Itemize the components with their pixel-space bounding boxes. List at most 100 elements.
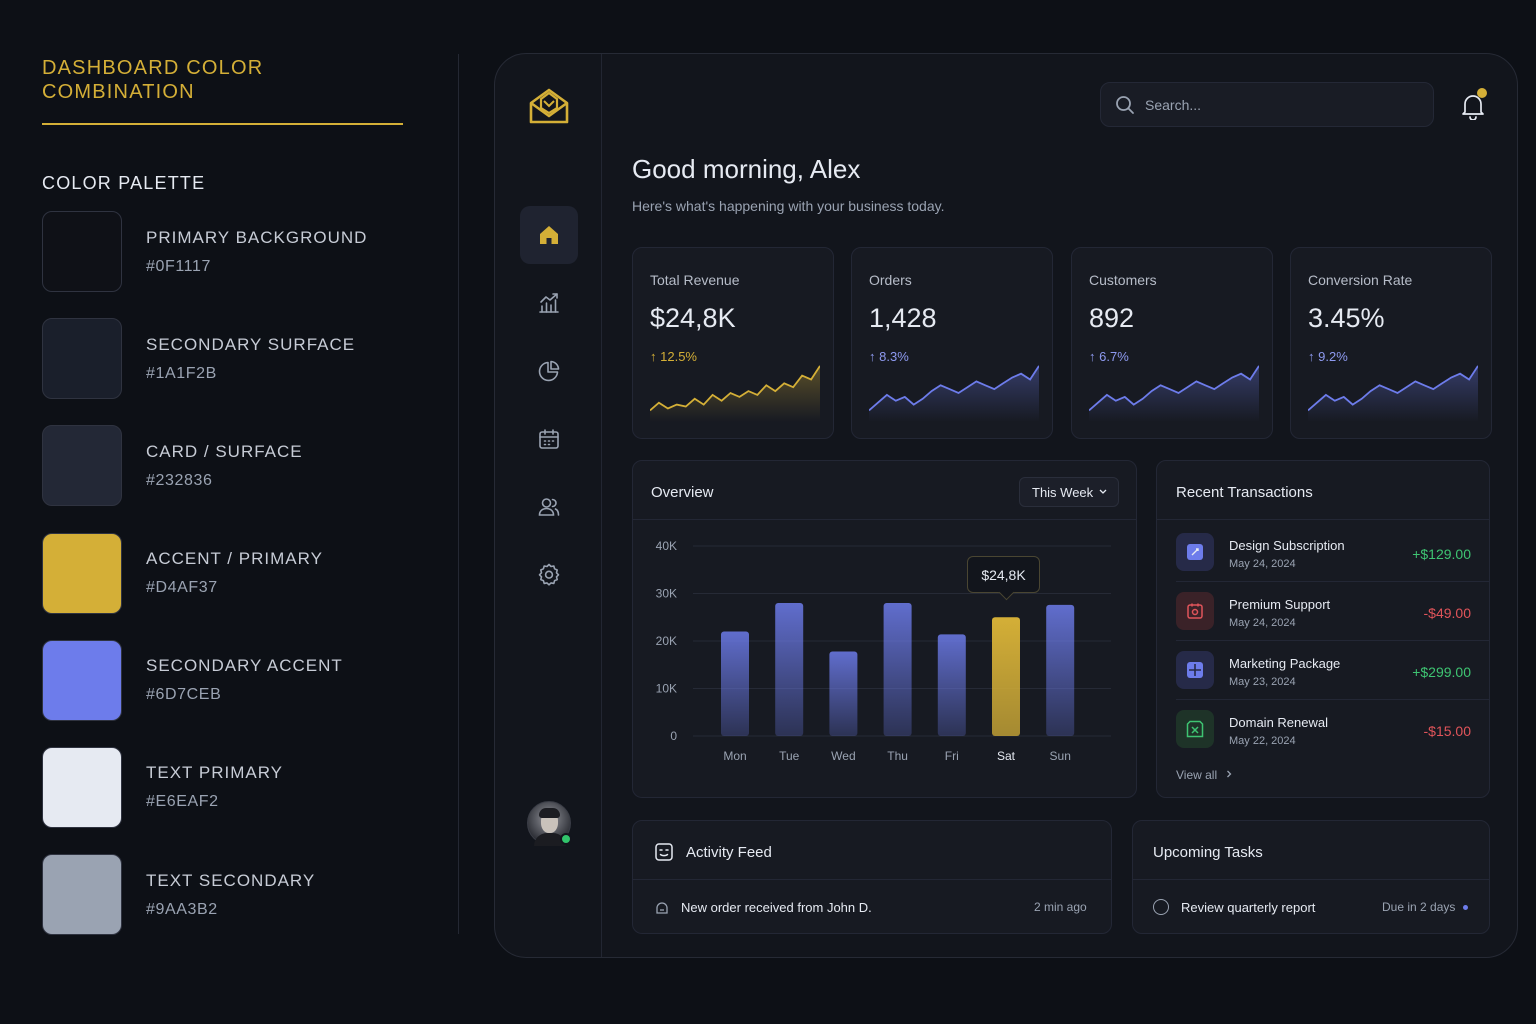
transaction-name: Premium Support <box>1229 597 1331 612</box>
row-divider <box>1176 581 1489 582</box>
transaction-date: May 24, 2024 <box>1229 558 1296 570</box>
page-title: Good morning, Alex <box>632 154 861 184</box>
x-tick-label: Mon <box>723 749 746 763</box>
panel-divider <box>458 54 459 934</box>
bar-tue[interactable] <box>775 603 804 736</box>
nav-home[interactable] <box>520 206 578 264</box>
stat-change: ↑ 6.7% <box>1089 349 1129 364</box>
color-swatch <box>42 318 122 400</box>
x-tick-label: Fri <box>945 749 959 763</box>
range-dropdown[interactable]: This Week <box>1019 477 1119 507</box>
swatch-hex: #9AA3B2 <box>146 900 218 918</box>
color-swatch <box>42 532 122 614</box>
page-subtitle: Here's what's happening with your busine… <box>632 198 945 214</box>
stat-change: ↑ 8.3% <box>869 349 909 364</box>
stat-card-customers[interactable]: Customers 892 ↑ 6.7% <box>1071 247 1273 439</box>
view-all-link[interactable]: View all <box>1176 768 1234 782</box>
bar-thu[interactable] <box>883 603 912 736</box>
swatch-row: TEXT SECONDARY #9AA3B2 <box>42 854 422 936</box>
color-swatch <box>42 639 122 721</box>
home-icon <box>540 226 558 244</box>
task-due: Due in 2 days <box>1382 900 1456 914</box>
swatch-hex: #1A1F2B <box>146 364 217 382</box>
swatch-name: ACCENT / PRIMARY <box>146 549 323 569</box>
avatar[interactable] <box>527 801 572 846</box>
transaction-row[interactable]: Design Subscription May 24, 2024 +$129.0… <box>1176 521 1471 579</box>
palette-title-underline <box>42 123 403 125</box>
dashboard-frame: Good morning, Alex Here's what's happeni… <box>494 53 1518 958</box>
activity-feed-card: Activity Feed New order received from Jo… <box>632 820 1112 934</box>
settings-icon <box>538 563 560 586</box>
transaction-date: May 22, 2024 <box>1229 735 1296 747</box>
transactions-title: Recent Transactions <box>1176 484 1313 501</box>
nav-users[interactable] <box>520 478 578 536</box>
stat-card-revenue[interactable]: Total Revenue $24,8K ↑ 12.5% <box>632 247 834 439</box>
search-input[interactable] <box>1145 96 1415 113</box>
stat-label: Customers <box>1089 272 1157 288</box>
y-tick-label: 0 <box>670 729 677 743</box>
color-swatch <box>42 425 122 507</box>
palette-title: DASHBOARD COLOR COMBINATION <box>42 57 264 103</box>
swatch-name: TEXT SECONDARY <box>146 870 316 890</box>
overview-title: Overview <box>651 484 714 501</box>
transactions-card: Recent Transactions Design Subscription … <box>1156 460 1490 798</box>
overview-bar-chart: 0 10K 20K 30K 40K Mon Tue Wed Thu Fri Sat Sun <box>656 539 1111 763</box>
bar-mon[interactable] <box>721 631 749 737</box>
swatch-row: ACCENT / PRIMARY #D4AF37 <box>42 532 422 614</box>
color-swatch <box>42 746 122 828</box>
order-icon <box>656 902 668 914</box>
sparkline-line <box>1089 365 1259 412</box>
sparkline-chart <box>1089 365 1259 422</box>
pie-chart-icon <box>538 360 560 382</box>
task-text: Review quarterly report <box>1181 900 1316 915</box>
transaction-row[interactable]: Premium Support May 24, 2024 -$49.00 <box>1176 580 1471 638</box>
activity-item-text: New order received from John D. <box>681 900 872 915</box>
swatch-name: CARD / SURFACE <box>146 441 303 461</box>
design-icon <box>1176 533 1214 571</box>
palette-panel: DASHBOARD COLOR COMBINATION COLOR PALETT… <box>42 56 422 961</box>
notification-button[interactable] <box>1460 88 1487 121</box>
color-swatch <box>42 854 122 936</box>
x-tick-label: Wed <box>831 749 855 763</box>
swatch-hex: #232836 <box>146 471 213 489</box>
bar-sun[interactable] <box>1046 604 1075 736</box>
swatch-name: SECONDARY ACCENT <box>146 656 343 676</box>
color-swatch <box>42 211 122 292</box>
nav-settings[interactable] <box>520 545 578 603</box>
upcoming-tasks-card: Upcoming Tasks Review quarterly report D… <box>1132 820 1490 934</box>
transaction-amount: +$299.00 <box>1412 664 1471 680</box>
view-all-label: View all <box>1176 768 1218 782</box>
y-tick-label: 40K <box>656 539 677 553</box>
stat-card-orders[interactable]: Orders 1,428 ↑ 8.3% <box>851 247 1053 439</box>
nav-calendar[interactable] <box>520 410 578 468</box>
bar-wed[interactable] <box>829 651 858 736</box>
transaction-row[interactable]: Marketing Package May 23, 2024 +$299.00 <box>1176 639 1471 697</box>
stat-label: Total Revenue <box>650 272 740 288</box>
stat-value: 3.45% <box>1308 303 1385 333</box>
nav-analytics[interactable] <box>520 274 578 332</box>
y-tick-label: 20K <box>656 634 677 648</box>
search-box[interactable] <box>1100 82 1434 127</box>
overview-card: Overview This Week 0 10K 20K 30K 40K Mon Tue We… <box>632 460 1137 798</box>
task-checkbox[interactable] <box>1153 899 1169 915</box>
swatch-name: SECONDARY SURFACE <box>146 334 356 354</box>
y-tick-label: 10K <box>656 682 677 696</box>
users-icon <box>538 498 560 516</box>
x-tick-label: Sat <box>997 749 1016 763</box>
activity-icon <box>655 843 673 861</box>
transaction-row[interactable]: Domain Renewal May 22, 2024 -$15.00 <box>1176 698 1471 756</box>
transaction-amount: -$49.00 <box>1423 605 1471 621</box>
swatch-list: PRIMARY BACKGROUND #0F1117 SECONDARY SUR… <box>42 211 422 936</box>
palette-subtitle: COLOR PALETTE <box>42 173 206 193</box>
stat-card-conversion[interactable]: Conversion Rate 3.45% ↑ 9.2% <box>1290 247 1492 439</box>
sparkline-area <box>1308 365 1478 422</box>
bar-sat[interactable] <box>992 617 1020 736</box>
card-divider <box>1157 519 1489 520</box>
swatch-hex: #0F1117 <box>146 257 211 275</box>
logo-icon[interactable] <box>527 86 571 126</box>
transaction-date: May 24, 2024 <box>1229 617 1296 629</box>
swatch-row: SECONDARY ACCENT #6D7CEB <box>42 639 422 721</box>
bar-fri[interactable] <box>937 634 966 736</box>
sparkline-line <box>869 365 1039 412</box>
nav-reports[interactable] <box>520 342 578 400</box>
